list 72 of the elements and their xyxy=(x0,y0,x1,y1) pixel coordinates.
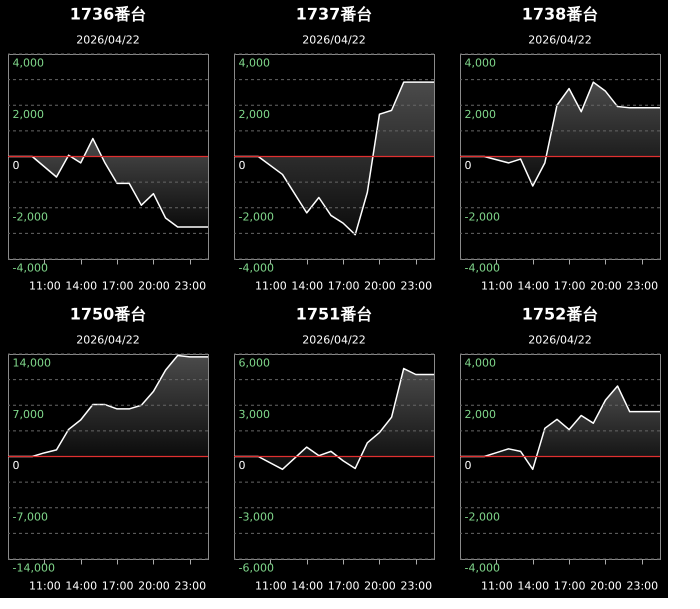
chart-title: 1751番台 xyxy=(296,304,372,324)
chart-title: 1736番台 xyxy=(70,4,146,24)
y-tick-label: 3,000 xyxy=(238,408,270,421)
x-tick-label: 23:00 xyxy=(174,280,206,292)
x-tick-label: 17:00 xyxy=(102,580,134,592)
y-tick-label: -4,000 xyxy=(464,262,500,274)
x-tick-label: 17:00 xyxy=(554,280,586,292)
x-tick-label: 11:00 xyxy=(29,280,61,292)
x-tick-label: 17:00 xyxy=(328,580,360,592)
chart-title: 1752番台 xyxy=(522,304,598,324)
chart-subtitle: 2026/04/22 xyxy=(528,34,592,46)
x-tick-label: 17:00 xyxy=(328,280,360,292)
y-tick-label: 0 xyxy=(464,459,472,472)
y-tick-label: -2,000 xyxy=(464,210,500,224)
y-tick-label: -6,000 xyxy=(238,562,274,574)
y-tick-label: 0 xyxy=(12,459,20,472)
y-tick-label: 2,000 xyxy=(464,108,496,121)
x-tick-label: 14:00 xyxy=(517,280,550,292)
x-tick-label: 20:00 xyxy=(138,280,170,292)
x-tick-label: 14:00 xyxy=(291,280,324,292)
y-tick-label: -3,000 xyxy=(238,510,274,524)
x-tick-label: 11:00 xyxy=(481,280,513,292)
chart-title: 1750番台 xyxy=(70,304,146,324)
y-tick-label: 2,000 xyxy=(12,108,44,121)
x-tick-label: 23:00 xyxy=(626,280,658,292)
y-tick-label: 4,000 xyxy=(464,56,496,70)
x-tick-label: 23:00 xyxy=(626,580,658,592)
x-tick-label: 17:00 xyxy=(554,580,586,592)
y-tick-label: -2,000 xyxy=(464,510,500,524)
x-tick-label: 11:00 xyxy=(481,580,513,592)
y-tick-label: -4,000 xyxy=(12,262,48,274)
y-tick-label: 2,000 xyxy=(464,408,496,421)
x-tick-label: 14:00 xyxy=(291,580,324,592)
y-tick-label: -4,000 xyxy=(238,262,274,274)
y-tick-label: -7,000 xyxy=(12,510,48,524)
y-tick-label: 0 xyxy=(238,459,246,472)
x-tick-label: 11:00 xyxy=(29,580,61,592)
y-tick-label: 14,000 xyxy=(12,356,51,370)
y-tick-label: 4,000 xyxy=(238,56,270,70)
x-tick-label: 20:00 xyxy=(364,280,396,292)
y-tick-label: -14,000 xyxy=(12,562,55,574)
chart-subtitle: 2026/04/22 xyxy=(76,34,140,46)
x-tick-label: 14:00 xyxy=(517,580,550,592)
y-tick-label: 4,000 xyxy=(12,56,44,70)
y-tick-label: 7,000 xyxy=(12,408,44,421)
y-tick-label: 2,000 xyxy=(238,108,270,121)
x-tick-label: 23:00 xyxy=(400,280,432,292)
chart-subtitle: 2026/04/22 xyxy=(302,34,366,46)
x-tick-label: 20:00 xyxy=(138,580,170,592)
y-tick-label: 0 xyxy=(464,159,472,172)
x-tick-label: 17:00 xyxy=(102,280,134,292)
chart-title: 1738番台 xyxy=(522,4,598,24)
y-tick-label: -2,000 xyxy=(12,210,48,224)
y-tick-label: 4,000 xyxy=(464,356,496,370)
x-tick-label: 14:00 xyxy=(65,580,98,592)
y-tick-label: -4,000 xyxy=(464,562,500,574)
x-tick-label: 14:00 xyxy=(65,280,98,292)
x-tick-label: 23:00 xyxy=(174,580,206,592)
y-tick-label: 0 xyxy=(238,159,246,172)
chart-subtitle: 2026/04/22 xyxy=(76,334,140,346)
chart-subtitle: 2026/04/22 xyxy=(302,334,366,346)
chart-subtitle: 2026/04/22 xyxy=(528,334,592,346)
chart-title: 1737番台 xyxy=(296,4,372,24)
x-tick-label: 23:00 xyxy=(400,580,432,592)
x-tick-label: 20:00 xyxy=(364,580,396,592)
x-tick-label: 20:00 xyxy=(590,280,622,292)
x-tick-label: 11:00 xyxy=(255,280,287,292)
x-tick-label: 20:00 xyxy=(590,580,622,592)
y-tick-label: 6,000 xyxy=(238,356,270,370)
y-tick-label: 0 xyxy=(12,159,20,172)
y-tick-label: -2,000 xyxy=(238,210,274,224)
x-tick-label: 11:00 xyxy=(255,580,287,592)
